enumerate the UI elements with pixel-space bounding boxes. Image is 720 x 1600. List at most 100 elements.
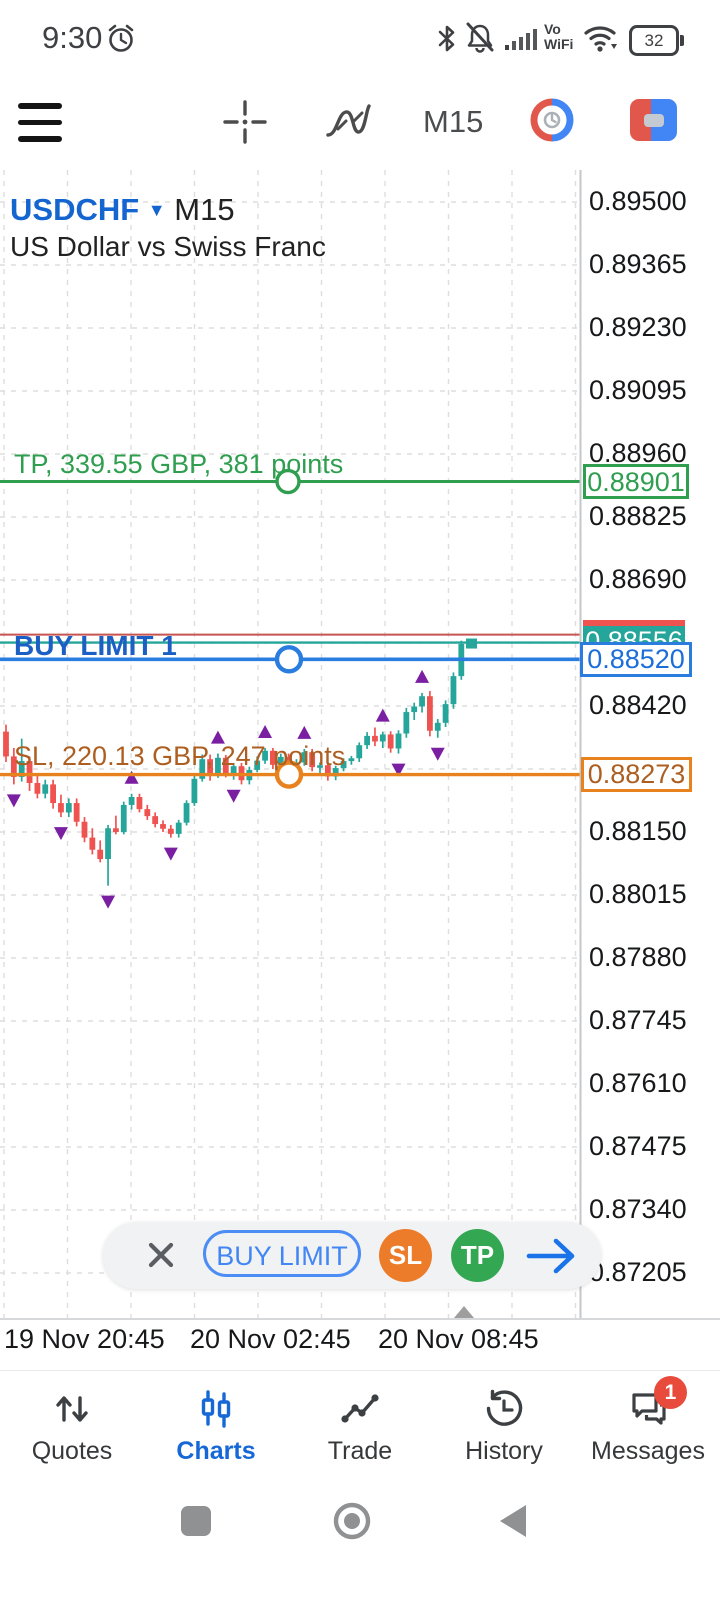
submit-arrow-icon[interactable] — [523, 1233, 581, 1279]
sl-line-handle[interactable] — [274, 760, 304, 789]
status-bar: 9:30 Vo WiFi 32 — [0, 0, 720, 76]
time-axis-label: 19 Nov 20:45 — [4, 1324, 165, 1354]
menu-icon[interactable] — [18, 103, 62, 143]
fractal-up-icon — [415, 669, 430, 683]
fractal-down-icon — [226, 789, 241, 803]
fractal-down-icon — [53, 827, 68, 841]
candle-body — [222, 757, 229, 774]
candle-body — [3, 731, 9, 757]
notifications-muted-icon — [466, 22, 494, 53]
android-navigation-bar — [0, 1488, 720, 1600]
y-axis-tick: 0.88015 — [589, 879, 687, 909]
recents-icon[interactable] — [181, 1506, 211, 1536]
chart-toolbar: M15 — [0, 76, 720, 170]
nav-item-trade[interactable]: Trade — [288, 1371, 432, 1489]
buy-limit-line-caption: BUY LIMIT 1 — [14, 630, 177, 661]
nav-label: History — [465, 1437, 543, 1465]
candle-body — [340, 761, 347, 769]
vowifi-line1: Vo — [544, 21, 561, 37]
nav-label: Messages — [591, 1437, 705, 1465]
candle-body — [403, 712, 410, 734]
candle-body — [395, 733, 402, 749]
objects-icon[interactable] — [530, 98, 574, 142]
candle-body — [332, 768, 339, 777]
fractal-up-icon — [375, 708, 390, 722]
unread-badge: 1 — [654, 1376, 687, 1409]
y-axis-tick: 0.87340 — [589, 1194, 687, 1224]
chart-region: USDCHF ▼ M15 US Dollar vs Swiss Franc TP… — [0, 170, 720, 1320]
battery-percent: 32 — [644, 31, 664, 50]
bluetooth-icon — [438, 25, 455, 52]
y-axis-tick: 0.89365 — [589, 249, 687, 279]
charts-icon — [201, 1390, 231, 1428]
candle-body — [183, 803, 190, 823]
candle-body — [215, 757, 221, 776]
candle-body — [379, 734, 386, 742]
candle-body — [387, 734, 394, 749]
buy-limit-button[interactable]: BUY LIMIT — [203, 1230, 361, 1277]
candle-body — [427, 696, 433, 731]
candle-body — [199, 759, 206, 779]
tp-button[interactable]: TP — [451, 1229, 504, 1282]
y-axis-tick: 0.88825 — [589, 501, 687, 531]
buy-limit-price-label: 0.88520 — [580, 642, 692, 677]
caret-down-icon[interactable]: ▼ — [147, 200, 166, 220]
clock-time: 9:30 — [42, 20, 103, 55]
crosshair-icon[interactable] — [222, 99, 268, 145]
tp-line-caption: TP, 339.55 GBP, 381 points — [14, 449, 344, 479]
candle-body — [419, 696, 425, 707]
candle-body — [191, 778, 198, 804]
candle-body — [42, 784, 49, 794]
y-axis-tick: 0.88420 — [589, 690, 687, 720]
y-axis-tick: 0.89230 — [589, 312, 687, 342]
candle-body — [262, 750, 268, 761]
candle-body — [324, 765, 331, 777]
candle-body — [301, 752, 308, 763]
nav-item-messages[interactable]: 1 Messages — [576, 1371, 720, 1489]
current-bar-marker-icon — [454, 1306, 474, 1318]
fractal-down-icon — [101, 895, 116, 909]
candle-body — [348, 758, 355, 762]
history-icon — [486, 1389, 523, 1426]
alarm-icon — [108, 24, 134, 52]
candle-body — [65, 803, 72, 813]
home-icon[interactable] — [330, 1499, 374, 1543]
candle-body — [309, 752, 316, 768]
timeframe-button[interactable]: M15 — [423, 104, 484, 139]
sl-button[interactable]: SL — [379, 1229, 432, 1282]
new-order-icon[interactable] — [630, 99, 677, 141]
nav-item-quotes[interactable]: Quotes — [0, 1371, 144, 1489]
candle-body — [450, 676, 457, 705]
sl-line-caption: SL, 220.13 GBP, 247 points — [14, 741, 346, 771]
last-price-marker — [466, 638, 477, 649]
chart-header: USDCHF ▼ M15 US Dollar vs Swiss Franc — [10, 192, 326, 263]
fractal-up-icon — [124, 770, 139, 784]
tp-price-label: 0.88901 — [583, 464, 689, 499]
candle-body — [58, 803, 64, 813]
tp-line-handle[interactable] — [275, 468, 301, 495]
close-icon[interactable] — [139, 1233, 183, 1277]
cell-signal-icon — [505, 29, 537, 50]
candle-body — [120, 804, 127, 833]
nav-label: Charts — [176, 1437, 256, 1465]
candle-body — [128, 797, 135, 805]
fractal-down-icon — [391, 763, 406, 777]
buy-limit-handle[interactable] — [274, 645, 304, 674]
symbol-name[interactable]: USDCHF — [10, 192, 140, 227]
nav-item-charts[interactable]: Charts — [144, 1371, 288, 1489]
nav-item-history[interactable]: History — [432, 1371, 576, 1489]
nav-label: Quotes — [31, 1437, 113, 1465]
back-icon[interactable] — [498, 1505, 526, 1537]
trade-icon — [341, 1394, 379, 1423]
candle-body — [364, 735, 370, 746]
candle-body — [372, 735, 378, 742]
candle-body — [26, 761, 33, 784]
fractal-down-icon — [430, 747, 445, 761]
candle-body — [317, 765, 323, 768]
candle-body — [434, 722, 441, 731]
indicators-icon[interactable] — [324, 99, 372, 147]
candle-body — [254, 760, 261, 770]
candle-body — [207, 759, 213, 776]
time-axis-label: 20 Nov 02:45 — [190, 1324, 351, 1354]
candle-body — [175, 822, 182, 834]
